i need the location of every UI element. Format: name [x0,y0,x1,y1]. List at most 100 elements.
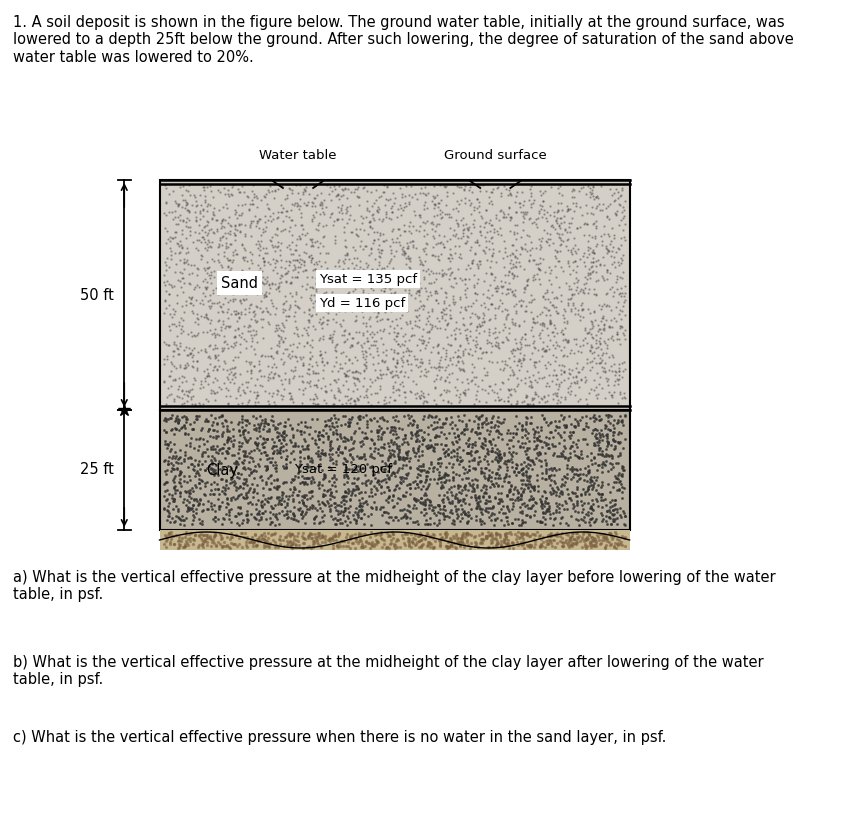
Point [353,409,367,423]
Point [164,252,178,265]
Point [536,289,550,302]
Point [534,242,547,255]
Point [304,451,318,465]
Point [545,528,558,542]
Point [307,208,320,222]
Point [210,223,224,237]
Point [317,468,330,481]
Point [374,226,387,239]
Point [323,492,336,506]
Point [231,306,245,319]
Point [180,486,193,499]
Point [224,255,238,269]
Point [267,207,280,220]
Point [466,357,479,370]
Point [244,245,257,259]
Point [613,446,627,459]
Point [539,344,552,358]
Point [534,471,548,485]
Point [569,537,583,550]
Point [247,484,261,497]
Point [409,429,423,443]
Point [273,507,286,520]
Point [477,315,490,328]
Point [379,541,393,554]
Point [468,490,482,503]
Point [229,323,242,336]
Point [335,496,348,509]
Point [482,472,495,486]
Point [219,274,233,287]
Point [365,292,379,306]
Point [379,277,392,291]
Point [287,533,301,546]
Point [534,423,547,437]
Point [480,254,494,267]
Point [264,349,278,363]
Point [336,188,350,202]
Point [547,363,561,376]
Point [355,461,368,475]
Point [504,282,518,296]
Point [602,244,616,257]
Point [510,185,523,198]
Point [585,265,599,278]
Point [435,360,448,374]
Point [164,244,178,258]
Point [528,254,541,267]
Point [541,537,555,550]
Point [477,324,490,338]
Point [220,269,234,282]
Point [417,229,430,243]
Point [617,295,631,308]
Point [415,356,429,370]
Point [598,532,612,545]
Point [546,392,560,406]
Point [518,212,531,225]
Point [291,529,304,543]
Point [506,343,519,356]
Point [425,410,439,423]
Point [310,381,324,394]
Point [228,234,241,247]
Point [228,218,241,232]
Point [542,462,556,475]
Point [233,388,246,402]
Point [599,529,612,543]
Point [252,420,265,433]
Point [490,537,503,550]
Point [584,354,598,368]
Point [384,202,397,215]
Point [168,280,181,293]
Point [168,475,181,489]
Point [463,198,477,212]
Point [595,537,608,550]
Point [599,312,612,326]
Point [190,412,203,425]
Point [174,208,187,222]
Point [202,366,215,380]
Point [208,328,221,341]
Point [399,472,412,486]
Point [223,273,236,286]
Point [592,488,606,501]
Point [253,261,267,275]
Point [247,464,261,477]
Point [390,491,404,505]
Point [390,275,404,288]
Point [241,426,255,439]
Point [427,473,440,486]
Text: c) What is the vertical effective pressure when there is no water in the sand la: c) What is the vertical effective pressu… [13,730,666,745]
Point [468,472,482,486]
Point [274,248,287,261]
Point [353,499,367,512]
Point [209,459,223,472]
Point [440,318,454,332]
Point [308,323,322,336]
Point [200,443,213,456]
Point [490,280,504,293]
Point [318,536,332,549]
Point [328,360,341,373]
Point [263,281,277,295]
Point [558,441,572,454]
